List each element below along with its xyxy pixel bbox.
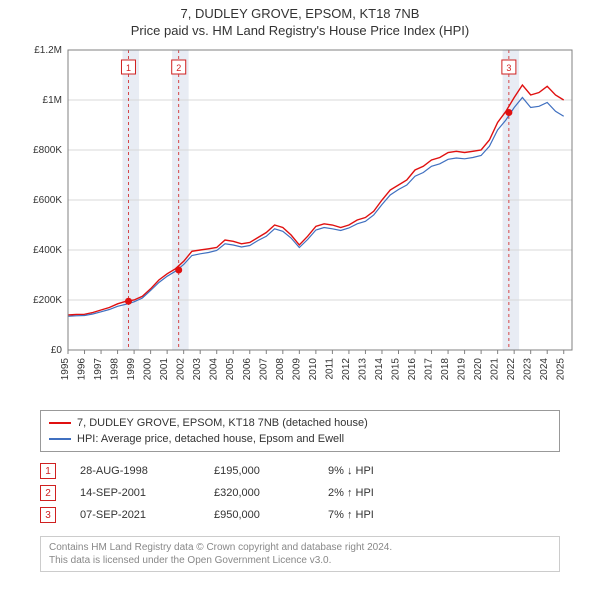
svg-text:2024: 2024	[539, 358, 550, 381]
legend-label: HPI: Average price, detached house, Epso…	[77, 433, 344, 445]
legend-swatch	[49, 422, 71, 424]
transaction-date: 07-SEP-2021	[80, 509, 190, 521]
transaction-marker: 2	[40, 485, 56, 501]
transaction-marker: 3	[40, 507, 56, 523]
svg-text:2020: 2020	[473, 358, 484, 381]
svg-text:2021: 2021	[490, 358, 501, 381]
svg-text:2003: 2003	[192, 358, 203, 381]
transaction-price: £320,000	[214, 487, 304, 499]
chart-svg: £0 £200K £400K £600K £800K £1M £1.2M 1 2 3 1995 199…	[20, 44, 580, 404]
price-chart: £0 £200K £400K £600K £800K £1M £1.2M 1 2 3 1995 199…	[20, 44, 580, 404]
svg-text:2001: 2001	[159, 358, 170, 381]
svg-text:2000: 2000	[143, 358, 154, 381]
svg-text:2018: 2018	[440, 358, 451, 381]
svg-text:2002: 2002	[176, 358, 187, 381]
svg-text:£0: £0	[51, 345, 63, 356]
svg-text:2022: 2022	[506, 358, 517, 381]
svg-text:1995: 1995	[60, 358, 71, 381]
footer-line-1: Contains HM Land Registry data © Crown c…	[49, 541, 551, 554]
svg-text:2015: 2015	[390, 358, 401, 381]
title-line-1: 7, DUDLEY GROVE, EPSOM, KT18 7NB	[0, 6, 600, 21]
svg-text:2016: 2016	[407, 358, 418, 381]
legend: 7, DUDLEY GROVE, EPSOM, KT18 7NB (detach…	[40, 410, 560, 452]
legend-row: 7, DUDLEY GROVE, EPSOM, KT18 7NB (detach…	[49, 415, 551, 431]
transaction-hpi: 7% ↑ HPI	[328, 509, 418, 521]
svg-text:2017: 2017	[424, 358, 435, 381]
svg-text:2023: 2023	[523, 358, 534, 381]
svg-text:£600K: £600K	[33, 195, 62, 206]
transaction-price: £195,000	[214, 465, 304, 477]
svg-text:2: 2	[176, 63, 181, 73]
svg-text:3: 3	[506, 63, 511, 73]
svg-text:1998: 1998	[110, 358, 121, 381]
transaction-row: 1 28-AUG-1998 £195,000 9% ↓ HPI	[40, 460, 560, 482]
svg-text:£1M: £1M	[43, 95, 62, 106]
footer-line-2: This data is licensed under the Open Gov…	[49, 554, 551, 567]
svg-text:2014: 2014	[374, 358, 385, 381]
svg-text:2004: 2004	[209, 358, 220, 381]
svg-text:2005: 2005	[225, 358, 236, 381]
transaction-table: 1 28-AUG-1998 £195,000 9% ↓ HPI 2 14-SEP-2001…	[40, 460, 560, 526]
chart-title-block: 7, DUDLEY GROVE, EPSOM, KT18 7NB Price p…	[0, 0, 600, 40]
svg-text:2009: 2009	[291, 358, 302, 381]
svg-text:£200K: £200K	[33, 295, 62, 306]
transaction-date: 14-SEP-2001	[80, 487, 190, 499]
svg-text:2011: 2011	[324, 358, 335, 380]
svg-text:£800K: £800K	[33, 145, 62, 156]
transaction-hpi: 9% ↓ HPI	[328, 465, 418, 477]
transaction-row: 3 07-SEP-2021 £950,000 7% ↑ HPI	[40, 504, 560, 526]
svg-text:1996: 1996	[77, 358, 88, 381]
transaction-hpi: 2% ↑ HPI	[328, 487, 418, 499]
svg-text:2019: 2019	[457, 358, 468, 381]
transaction-price: £950,000	[214, 509, 304, 521]
svg-text:£400K: £400K	[33, 245, 62, 256]
transaction-date: 28-AUG-1998	[80, 465, 190, 477]
svg-text:£1.2M: £1.2M	[34, 45, 62, 56]
transaction-marker: 1	[40, 463, 56, 479]
svg-text:2006: 2006	[242, 358, 253, 381]
svg-text:2012: 2012	[341, 358, 352, 381]
legend-label: 7, DUDLEY GROVE, EPSOM, KT18 7NB (detach…	[77, 417, 368, 429]
svg-text:1997: 1997	[93, 358, 104, 381]
title-line-2: Price paid vs. HM Land Registry's House …	[0, 23, 600, 38]
svg-text:2010: 2010	[308, 358, 319, 381]
svg-text:1999: 1999	[126, 358, 137, 381]
legend-row: HPI: Average price, detached house, Epso…	[49, 431, 551, 447]
svg-text:2007: 2007	[258, 358, 269, 381]
svg-text:2013: 2013	[357, 358, 368, 381]
attribution-footer: Contains HM Land Registry data © Crown c…	[40, 536, 560, 572]
legend-swatch	[49, 438, 71, 440]
svg-text:2008: 2008	[275, 358, 286, 381]
svg-text:2025: 2025	[556, 358, 567, 381]
transaction-row: 2 14-SEP-2001 £320,000 2% ↑ HPI	[40, 482, 560, 504]
svg-text:1: 1	[126, 63, 131, 73]
